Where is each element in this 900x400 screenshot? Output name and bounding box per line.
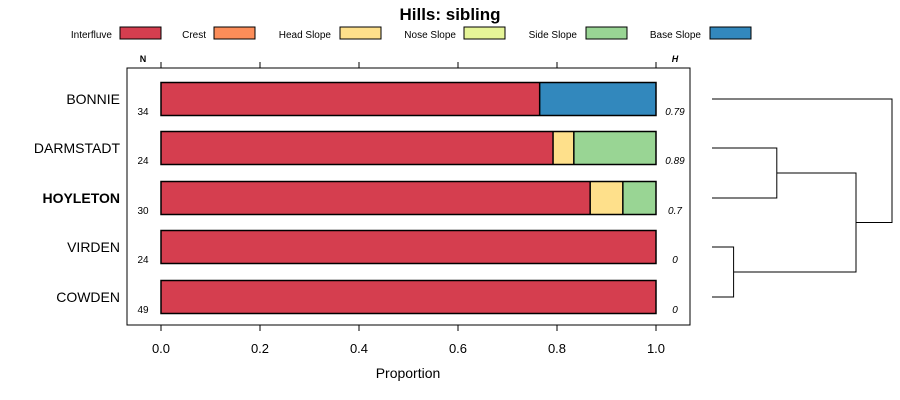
bar-segment [161,181,591,215]
legend-label: Crest [182,30,206,41]
legend-label: Nose Slope [404,30,456,41]
bar-segment [539,82,656,116]
n-value: 24 [137,156,149,167]
x-tick-label: 0.6 [449,341,467,356]
legend-swatch [213,26,256,40]
legend-label: Head Slope [279,30,332,41]
x-tick-label: 1.0 [647,341,665,356]
h-value: 0 [672,255,678,266]
h-header: H [672,54,679,64]
bar-outline [160,81,657,117]
n-header: N [140,54,147,64]
legend: Interfluve Crest Head Slope Nose Slope Side … [71,26,752,41]
dendrogram [712,98,893,298]
legend-swatch [339,26,382,40]
bar-segment [161,280,656,314]
dendro-link-clusters [733,172,857,273]
legend-label: Interfluve [71,30,113,41]
x-tick-label: 0.0 [152,341,170,356]
dendro-link-virden-cowden [712,246,735,298]
legend-swatch [709,26,752,40]
dendro-link-darmstadt-hoyleton [712,147,778,199]
category-label: HOYLETON [42,190,120,206]
legend-swatch [585,26,628,40]
plot-area: 0.0 0.2 0.4 0.6 0.8 1.0 N H BONNIE 34 0.79 DARMSTAD… [34,54,691,356]
category-label: VIRDEN [67,239,120,255]
h-value: 0.79 [665,107,685,118]
category-label: BONNIE [66,91,120,107]
bar-segment [161,82,540,116]
category-label: COWDEN [56,289,120,305]
x-axis-label: Proportion [376,365,441,381]
x-tick-label: 0.4 [350,341,368,356]
n-value: 49 [137,305,149,316]
bar-segment [553,131,574,165]
bar-outline [160,229,657,265]
category-label: DARMSTADT [34,140,121,156]
legend-label: Base Slope [650,30,702,41]
bar-segment [161,131,554,165]
bar-outline [160,180,657,216]
n-value: 34 [137,107,149,118]
x-tick-label: 0.8 [548,341,566,356]
n-value: 30 [137,206,149,217]
dendro-link-root [712,98,893,223]
bar-outline [160,279,657,315]
legend-label: Side Slope [529,30,578,41]
bar-segment [590,181,623,215]
h-value: 0 [672,305,678,316]
legend-swatch [463,26,506,40]
bar-segment [622,181,656,215]
bar-segment [573,131,656,165]
bar-outline [160,130,657,166]
plot-frame [126,67,691,326]
n-value: 24 [137,255,149,266]
chart-title: Hills: sibling [399,5,500,24]
h-value: 0.89 [665,156,685,167]
legend-swatch [119,26,162,40]
bar-segment [161,230,656,264]
h-value: 0.7 [668,206,682,217]
x-tick-label: 0.2 [251,341,269,356]
